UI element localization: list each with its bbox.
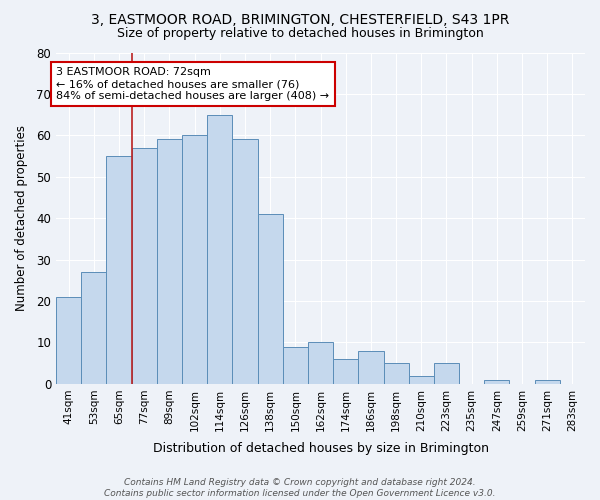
Bar xyxy=(182,136,207,384)
Bar xyxy=(106,156,131,384)
Bar xyxy=(333,359,358,384)
Y-axis label: Number of detached properties: Number of detached properties xyxy=(15,125,28,311)
Text: 3 EASTMOOR ROAD: 72sqm
← 16% of detached houses are smaller (76)
84% of semi-det: 3 EASTMOOR ROAD: 72sqm ← 16% of detached… xyxy=(56,68,329,100)
Bar xyxy=(81,272,106,384)
Bar xyxy=(131,148,157,384)
Bar xyxy=(358,351,383,384)
Text: Size of property relative to detached houses in Brimington: Size of property relative to detached ho… xyxy=(116,28,484,40)
X-axis label: Distribution of detached houses by size in Brimington: Distribution of detached houses by size … xyxy=(152,442,488,455)
Bar xyxy=(56,297,81,384)
Bar xyxy=(308,342,333,384)
Bar xyxy=(484,380,509,384)
Bar xyxy=(535,380,560,384)
Bar xyxy=(434,363,459,384)
Bar xyxy=(157,140,182,384)
Bar xyxy=(257,214,283,384)
Bar xyxy=(232,140,257,384)
Bar xyxy=(383,363,409,384)
Bar xyxy=(409,376,434,384)
Bar xyxy=(207,114,232,384)
Text: 3, EASTMOOR ROAD, BRIMINGTON, CHESTERFIELD, S43 1PR: 3, EASTMOOR ROAD, BRIMINGTON, CHESTERFIE… xyxy=(91,12,509,26)
Bar xyxy=(283,346,308,384)
Text: Contains HM Land Registry data © Crown copyright and database right 2024.
Contai: Contains HM Land Registry data © Crown c… xyxy=(104,478,496,498)
